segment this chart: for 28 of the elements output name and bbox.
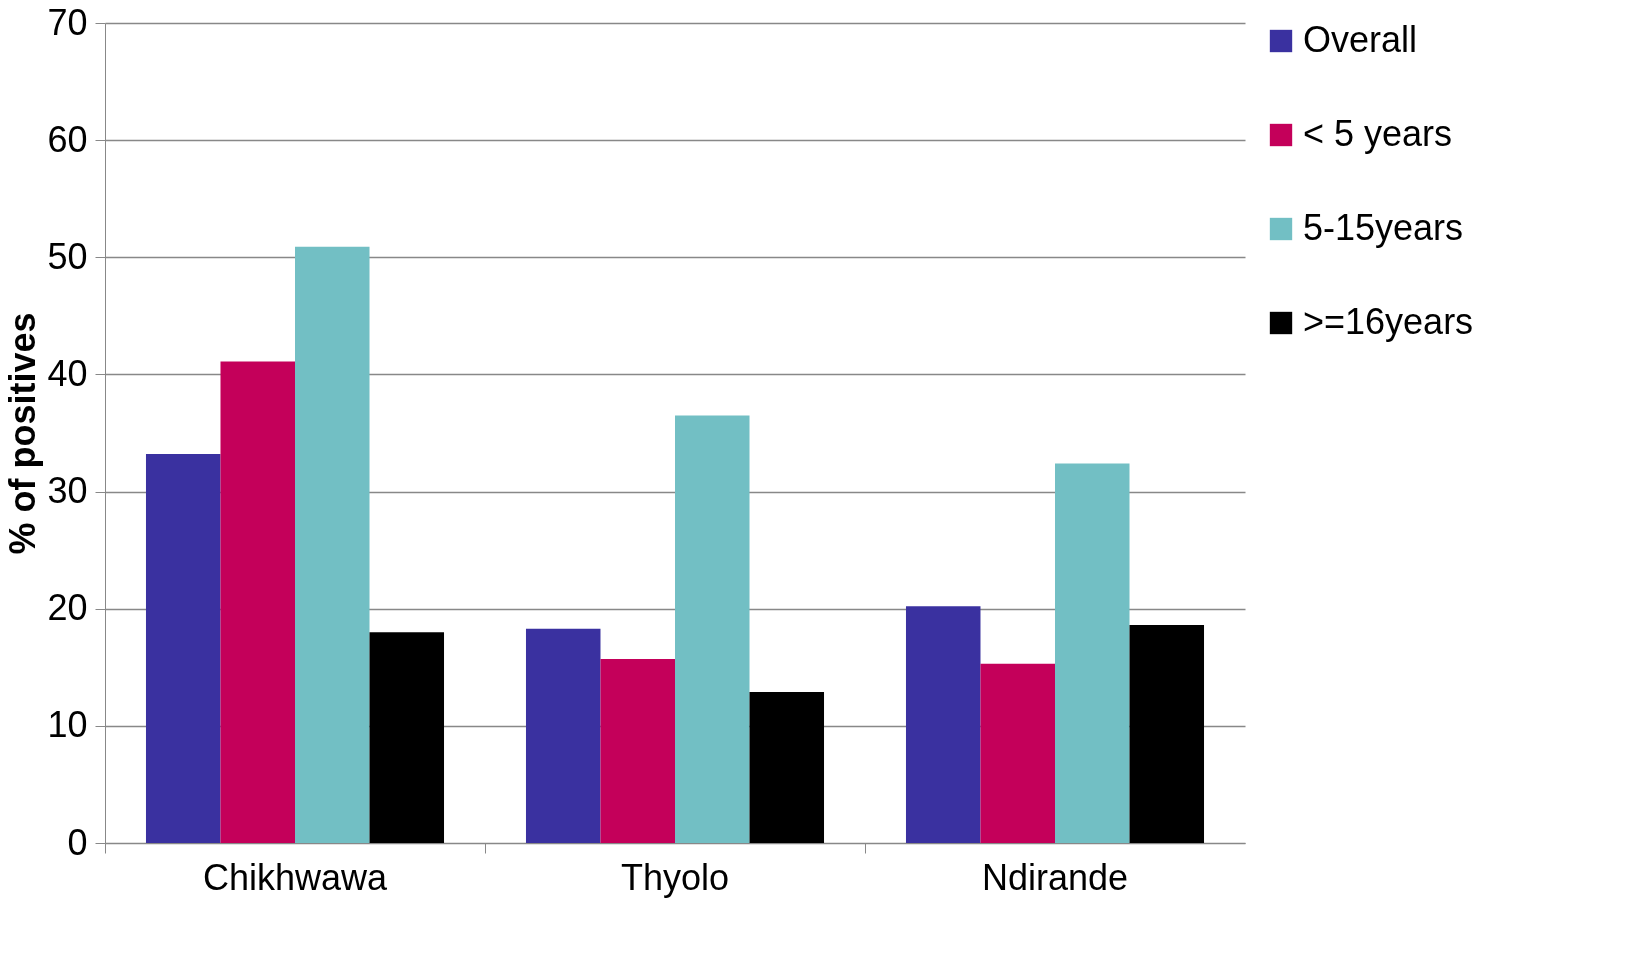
y-tick-label: 70 (47, 1, 88, 43)
bar (220, 361, 295, 843)
y-tick-label: 20 (47, 587, 88, 629)
legend-label: Overall (1303, 19, 1418, 60)
bar (1129, 625, 1205, 843)
y-tick-label: 30 (47, 470, 88, 512)
legend-label: >=16years (1303, 301, 1474, 342)
legend-label: < 5 years (1303, 113, 1453, 154)
bar (600, 659, 675, 843)
bar (980, 663, 1055, 843)
bar (905, 606, 981, 843)
bar (295, 246, 370, 843)
y-tick-label: 40 (47, 352, 88, 394)
y-tick-label: 10 (47, 704, 88, 746)
y-axis-title: % of positives (2, 312, 44, 555)
bar (1055, 463, 1130, 843)
y-tick-label: 60 (47, 118, 88, 160)
legend-label: 5-15years (1303, 207, 1464, 248)
bar (525, 628, 601, 843)
bar (369, 632, 445, 843)
y-tick-label: 0 (67, 821, 88, 863)
x-tick-label: Ndirande (981, 856, 1129, 898)
bar (675, 415, 750, 843)
bar (145, 454, 221, 843)
x-tick-label: Thyolo (620, 856, 730, 898)
y-tick-label: 50 (47, 235, 88, 277)
bar (749, 691, 825, 843)
x-tick-label: Chikhwawa (202, 856, 389, 898)
